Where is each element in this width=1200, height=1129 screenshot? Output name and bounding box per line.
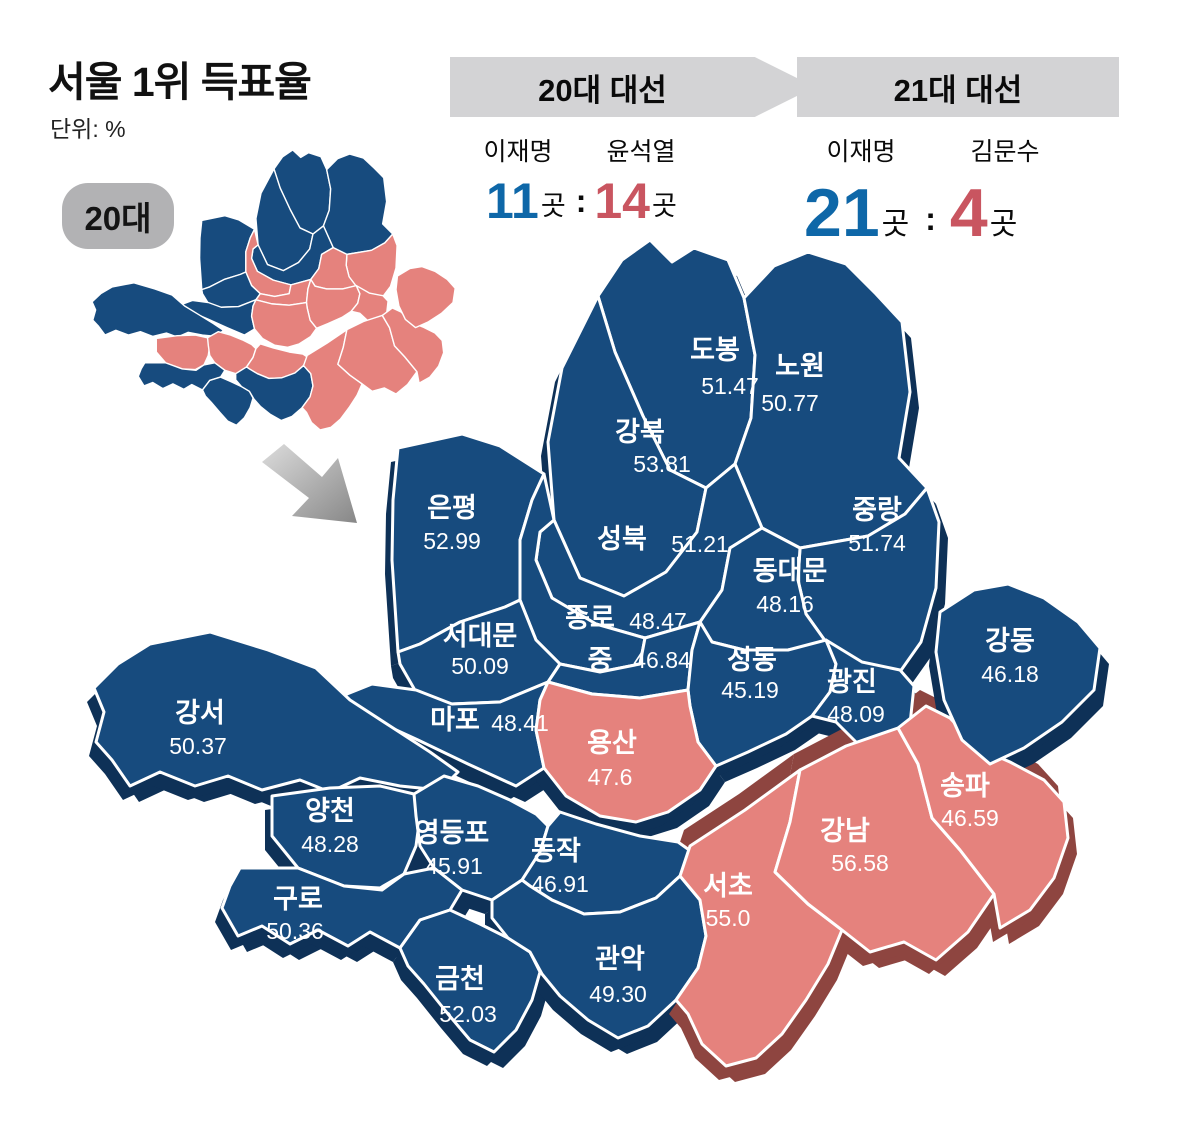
district-gwangjin-name: 광진 [827, 667, 877, 697]
district-dongdaemun-value: 48.16 [756, 591, 814, 617]
district-gangdong [934, 582, 1102, 766]
district-yongsan-name: 용산 [587, 728, 637, 758]
district-gangseo-value: 50.37 [169, 733, 227, 759]
district-gwanak-name: 관악 [595, 944, 645, 974]
district-gangseo-name: 강서 [175, 698, 225, 728]
district-jongno-value: 48.47 [629, 608, 687, 634]
map-district-fills [92, 238, 1102, 1068]
district-dongjak-name: 동작 [531, 836, 581, 866]
district-gwangjin-value: 48.09 [827, 701, 885, 727]
candidate-yoon-20th: 윤석열 [606, 138, 676, 166]
district-seocho-name: 서초 [703, 871, 753, 901]
district-songpa-value: 46.59 [941, 805, 999, 831]
district-yangcheon-name: 양천 [305, 796, 355, 826]
district-gwanak-value: 49.30 [589, 981, 647, 1007]
district-yangcheon-value: 48.28 [301, 831, 359, 857]
district-dobong-value: 51.47 [701, 373, 759, 399]
candidate-lee-21st: 이재명 [826, 138, 896, 166]
candidate-kim-21st: 김문수 [970, 138, 1040, 166]
district-gangdong-value: 46.18 [981, 661, 1039, 687]
score-21st-lee-unit: 곳 [881, 208, 910, 241]
score-20th-yoon-count: 14 [594, 173, 650, 229]
unit-label: 단위: % [50, 116, 126, 142]
district-eunpyeong-value: 52.99 [423, 528, 481, 554]
score-20th-separator: : [575, 183, 587, 219]
district-jungnang-value: 51.74 [848, 530, 906, 556]
district-guro-value: 50.36 [266, 918, 324, 944]
district-guro-name: 구로 [273, 884, 323, 914]
district-nowon-value: 50.77 [761, 390, 819, 416]
district-gangnam-value: 56.58 [831, 850, 889, 876]
district-jung-value: 46.84 [633, 647, 691, 673]
banner-21st-election: 21대 대선 [797, 57, 1119, 117]
banner-20th-election: 20대 대선 [450, 57, 815, 117]
score-21st-kim-count: 4 [949, 174, 988, 251]
district-yongsan-value: 47.6 [588, 764, 633, 790]
district-yeongdeungpo-name: 영등포 [415, 818, 490, 848]
district-mapo-value: 48.41 [491, 710, 549, 736]
district-gangnam-name: 강남 [820, 816, 870, 846]
district-mapo-name: 마포 [430, 705, 480, 735]
inset-district-gangdong [396, 267, 455, 328]
inset-district-yangcheon [156, 335, 209, 370]
district-nowon-name: 노원 [775, 351, 825, 381]
district-songpa-name: 송파 [940, 771, 990, 801]
district-geumcheon [398, 908, 542, 1054]
score-21st-kim-unit: 곳 [989, 208, 1018, 241]
district-seodaemun-value: 50.09 [451, 653, 509, 679]
inset-district-geumcheon [203, 377, 254, 425]
score-20th-yoon-unit: 곳 [651, 191, 677, 221]
district-seongbuk-name: 성북 [597, 524, 647, 554]
district-seodaemun-name: 서대문 [443, 621, 518, 651]
candidate-lee-20th: 이재명 [483, 138, 553, 166]
inset-map-20th [92, 150, 455, 430]
score-20th: 11 곳:14 곳 [486, 173, 679, 229]
score-21st-lee-count: 21 [804, 174, 880, 251]
page-title: 서울 1위 득표율 [48, 59, 312, 105]
inset-district-gangseo [92, 283, 223, 337]
district-eunpyeong-name: 은평 [427, 493, 477, 523]
district-gangbuk-name: 강북 [615, 417, 665, 447]
inset-badge-20th: 20대 [62, 183, 174, 249]
district-gangseo [92, 630, 460, 794]
banner-20th-label: 20대 대선 [538, 72, 667, 108]
district-yangcheon [270, 784, 422, 890]
district-geumcheon-value: 52.03 [439, 1001, 497, 1027]
score-21st: 21 곳:4 곳 [804, 172, 1019, 251]
banner-21st-label: 21대 대선 [893, 72, 1023, 108]
district-seongbuk-value: 51.21 [671, 531, 729, 557]
district-yongsan [534, 680, 718, 824]
score-21st-separator: : [925, 201, 936, 237]
inset-district-nowon [323, 154, 392, 254]
district-yeongdeungpo-value: 45.91 [425, 853, 483, 879]
map-district-labels: 도봉 51.47 강북 53.81 노원 50.77 중랑 51.74 성북 51.21 동대문 48… [169, 335, 1039, 1027]
district-gwanak [490, 874, 708, 1040]
district-jung-name: 중 [588, 645, 613, 675]
district-jungnang-name: 중랑 [852, 495, 902, 525]
district-geumcheon-name: 금천 [435, 964, 485, 994]
district-dongdaemun-name: 동대문 [753, 556, 828, 586]
district-seocho-value: 55.0 [706, 905, 751, 931]
inset-to-map-arrow-icon [262, 444, 357, 523]
district-dobong-name: 도봉 [690, 335, 740, 365]
score-20th-lee-unit: 곳 [540, 191, 566, 221]
district-seongdong-name: 성동 [727, 645, 777, 675]
district-seongdong-value: 45.19 [721, 677, 779, 703]
district-dongjak-value: 46.91 [531, 871, 589, 897]
district-gangdong-name: 강동 [985, 626, 1035, 656]
district-gangbuk-value: 53.81 [633, 451, 691, 477]
score-20th-lee-count: 11 [486, 173, 539, 229]
inset-district-gwanak [236, 366, 313, 421]
district-jongno-name: 종로 [565, 603, 615, 633]
inset-district-yongsan [252, 300, 317, 347]
